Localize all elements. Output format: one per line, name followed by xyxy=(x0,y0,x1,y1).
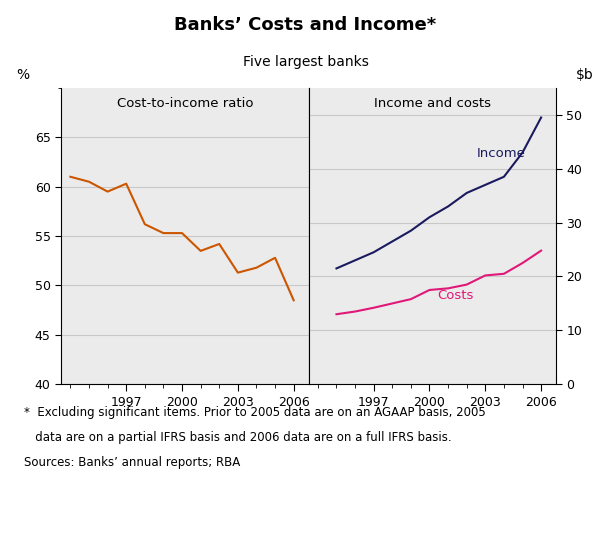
Text: Banks’ Costs and Income*: Banks’ Costs and Income* xyxy=(174,16,437,35)
Text: Income: Income xyxy=(477,147,525,160)
Text: Sources: Banks’ annual reports; RBA: Sources: Banks’ annual reports; RBA xyxy=(24,456,241,469)
Text: *  Excluding significant items. Prior to 2005 data are on an AGAAP basis, 2005: * Excluding significant items. Prior to … xyxy=(24,406,486,419)
Text: %: % xyxy=(16,68,30,82)
Text: Costs: Costs xyxy=(437,289,474,302)
Text: Cost-to-income ratio: Cost-to-income ratio xyxy=(117,97,253,110)
Text: $b: $b xyxy=(576,68,593,82)
Text: data are on a partial IFRS basis and 2006 data are on a full IFRS basis.: data are on a partial IFRS basis and 200… xyxy=(24,431,452,444)
Text: Income and costs: Income and costs xyxy=(374,97,491,110)
Text: Five largest banks: Five largest banks xyxy=(243,55,368,69)
